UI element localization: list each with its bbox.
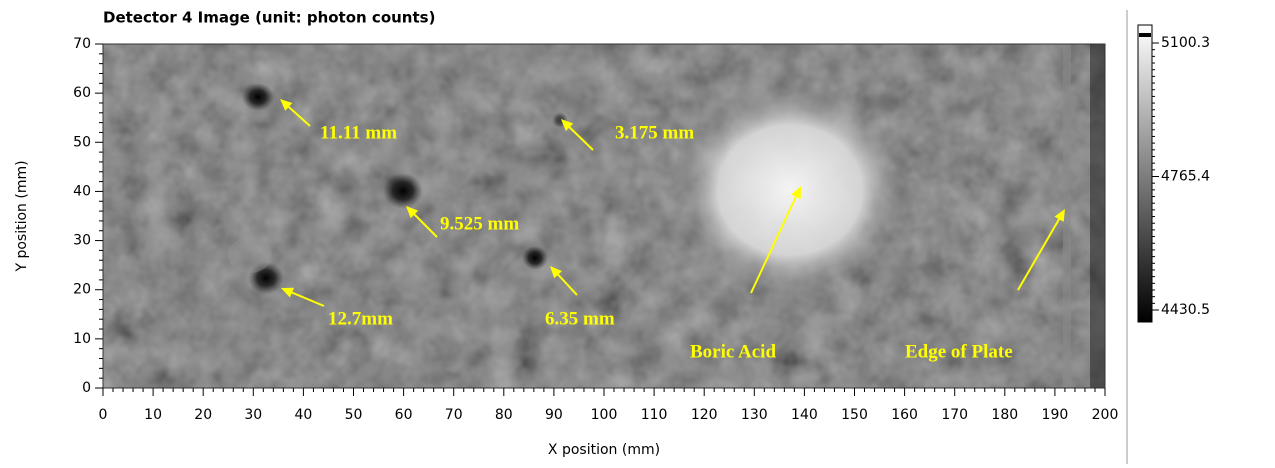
x-axis-label: X position (mm) [548, 442, 660, 458]
x-tick-label: 0 [99, 407, 108, 423]
colorbar-tick-label: 4765.4 [1161, 169, 1210, 185]
x-tick-label: 30 [244, 407, 262, 423]
x-tick-label: 60 [395, 407, 413, 423]
x-tick-label: 50 [345, 407, 363, 423]
y-axis-label: Y position (mm) [14, 160, 30, 272]
x-tick-label: 90 [545, 407, 563, 423]
y-tick-label: 40 [73, 183, 91, 199]
y-tick-label: 10 [73, 331, 91, 347]
x-tick-label: 20 [194, 407, 212, 423]
chart: Detector 4 Image (unit: photon counts) X… [0, 0, 1275, 464]
annotation: 11.11 mm [320, 122, 397, 143]
x-tick-label: 100 [591, 407, 618, 423]
x-tick-label: 180 [991, 407, 1018, 423]
x-tick-label: 80 [495, 407, 513, 423]
x-tick-label: 200 [1092, 407, 1119, 423]
detector-image [103, 44, 1105, 388]
x-tick-label: 150 [841, 407, 868, 423]
y-tick-label: 0 [82, 380, 91, 396]
x-tick-label: 120 [691, 407, 718, 423]
annotation: 12.7mm [328, 308, 393, 329]
x-tick-label: 190 [1042, 407, 1069, 423]
annotation: 9.525 mm [440, 213, 519, 234]
x-tick-label: 10 [144, 407, 162, 423]
annotation: 3.175 mm [615, 122, 694, 143]
y-tick-label: 30 [73, 233, 91, 249]
y-tick-label: 50 [73, 134, 91, 150]
y-tick-label: 60 [73, 85, 91, 101]
x-tick-label: 40 [294, 407, 312, 423]
x-tick-label: 130 [741, 407, 768, 423]
colorbar-tick-label: 4430.5 [1161, 302, 1210, 318]
colorbar [1138, 25, 1152, 322]
y-tick-label: 20 [73, 282, 91, 298]
x-tick-label: 70 [445, 407, 463, 423]
colorbar-band [1139, 33, 1151, 37]
chart-title: Detector 4 Image (unit: photon counts) [103, 9, 435, 27]
x-tick-label: 160 [891, 407, 918, 423]
annotation: 6.35 mm [545, 308, 615, 329]
x-tick-label: 170 [941, 407, 968, 423]
colorbar-tick-label: 5100.3 [1161, 35, 1210, 51]
annotation: Edge of Plate [905, 341, 1013, 362]
y-tick-label: 70 [73, 36, 91, 52]
annotation: Boric Acid [690, 341, 776, 362]
x-tick-label: 140 [791, 407, 818, 423]
x-tick-label: 110 [641, 407, 668, 423]
